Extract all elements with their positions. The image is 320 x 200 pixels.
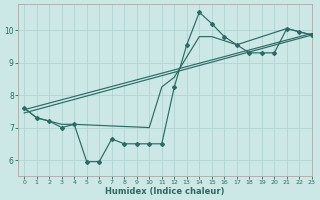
X-axis label: Humidex (Indice chaleur): Humidex (Indice chaleur)	[105, 187, 225, 196]
